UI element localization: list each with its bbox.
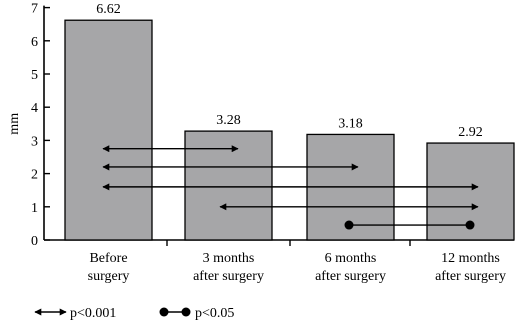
significance-dot — [465, 220, 475, 230]
y-tick-label: 4 — [31, 101, 38, 116]
category-label: Before — [89, 251, 127, 266]
legend-dot-icon — [159, 307, 169, 317]
bar — [64, 19, 153, 241]
category-label: 12 months — [441, 251, 500, 266]
bar-value-label: 3.28 — [216, 113, 241, 128]
legend-label: p<0.001 — [70, 306, 116, 321]
category-label: after surgery — [435, 269, 506, 284]
bar — [184, 130, 273, 241]
category-label: 6 months — [325, 251, 377, 266]
y-tick-label: 5 — [31, 68, 38, 83]
y-tick-label: 7 — [31, 2, 38, 17]
category-label: 3 months — [203, 251, 255, 266]
y-tick-label: 2 — [31, 168, 38, 183]
legend-label: p<0.05 — [195, 306, 234, 321]
y-axis-label: mm — [7, 113, 22, 135]
bar-value-label: 2.92 — [458, 125, 483, 140]
category-label: after surgery — [315, 269, 386, 284]
category-label: surgery — [88, 269, 130, 284]
category-label: after surgery — [193, 269, 264, 284]
y-tick-label: 6 — [31, 35, 38, 50]
bar-value-label: 6.62 — [96, 2, 121, 17]
bar-value-label: 3.18 — [338, 116, 363, 131]
y-tick-label: 3 — [31, 134, 38, 149]
significance-dot — [344, 220, 354, 230]
y-tick-label: 1 — [31, 201, 38, 216]
y-tick-label: 0 — [31, 234, 38, 249]
legend-dot-icon — [181, 307, 191, 317]
